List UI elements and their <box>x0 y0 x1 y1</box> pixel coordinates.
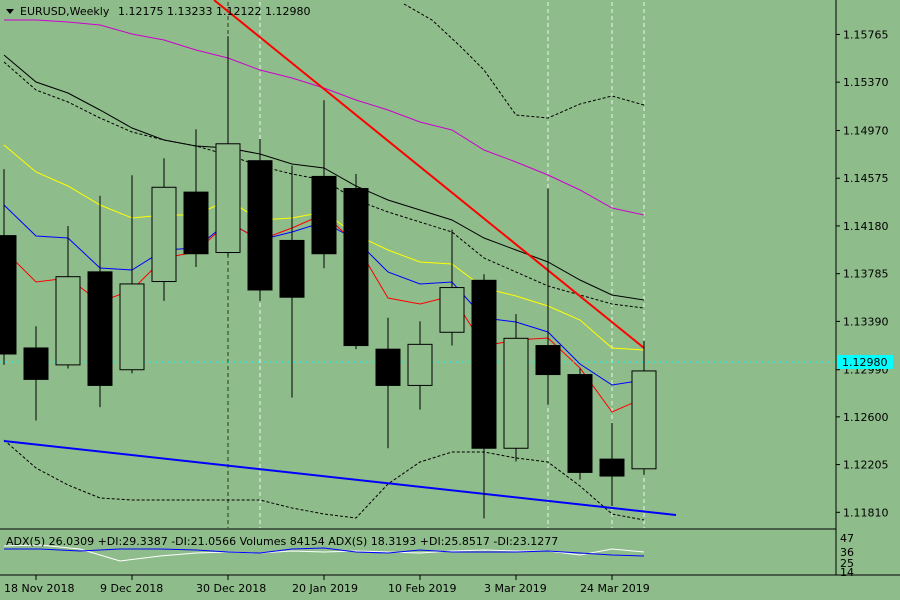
indicator-lines <box>3 544 645 562</box>
candle-bear <box>279 239 305 298</box>
date-tick-label: 3 Mar 2019 <box>484 582 547 595</box>
adx-blue-line <box>4 547 645 557</box>
candle-bull <box>503 337 529 449</box>
price-tick-label: 1.13785 <box>843 268 889 281</box>
candle-bear <box>343 187 369 347</box>
price-tick-label: 1.15765 <box>843 28 889 41</box>
indicator-scale-36: 36 <box>840 546 854 559</box>
indicator-text: ADX(5) 26.0309 +DI:29.3387 -DI:21.0566 V… <box>6 535 558 548</box>
price-tick-label: 1.12205 <box>843 459 889 472</box>
price-tick-label: 1.14970 <box>843 124 889 137</box>
indicator-scale-47: 47 <box>840 532 854 545</box>
candle-bull <box>119 283 145 371</box>
date-tick-label: 30 Dec 2018 <box>196 582 266 595</box>
price-tick-label: 1.15370 <box>843 76 889 89</box>
candle-bear <box>567 374 593 473</box>
price-tick-label: 1.14180 <box>843 220 889 233</box>
red-trendline[interactable] <box>213 0 645 349</box>
indicator-scale-14: 14 <box>840 566 854 579</box>
candle-bear <box>87 271 113 386</box>
price-tick-label: 1.13390 <box>843 315 889 328</box>
date-tick-label: 20 Jan 2019 <box>292 582 358 595</box>
candle-bear <box>0 235 17 355</box>
candle-bull <box>151 186 177 283</box>
candle-bull <box>215 143 241 254</box>
price-axis: 1.15765 1.15370 1.14970 1.14575 1.14180 1.137… <box>836 28 889 519</box>
candle-bear <box>375 348 401 386</box>
candle-bull <box>407 343 433 386</box>
candle-bear <box>247 160 273 291</box>
lower-envelope-line <box>3 439 645 521</box>
symbol-dropdown-icon[interactable] <box>6 9 14 14</box>
candle-bear <box>599 458 625 477</box>
price-tick-label: 1.14575 <box>843 172 889 185</box>
price-tick-label: 1.12600 <box>843 411 889 424</box>
candle-bull <box>55 276 81 366</box>
candle-bear <box>183 191 209 255</box>
current-price-label: 1.12980 <box>842 356 888 369</box>
candles <box>0 36 657 519</box>
candle-bear <box>535 345 561 376</box>
candle-bear <box>23 347 49 380</box>
date-tick-label: 9 Dec 2018 <box>100 582 163 595</box>
candle-bull <box>439 287 465 333</box>
candle-bear <box>471 279 497 449</box>
date-axis: 18 Nov 2018 9 Dec 2018 30 Dec 2018 20 Jan 2… <box>4 575 650 595</box>
date-tick-label: 24 Mar 2019 <box>580 582 650 595</box>
indicator-scale-25: 25 <box>840 557 854 570</box>
ohlc-values: 1.12175 1.13233 1.12122 1.12980 <box>118 5 310 18</box>
candle-bull <box>631 370 657 470</box>
price-tick-label: 1.11810 <box>843 506 889 519</box>
date-tick-label: 18 Nov 2018 <box>4 582 74 595</box>
current-price-marker <box>837 355 893 369</box>
date-tick-label: 10 Feb 2019 <box>388 582 456 595</box>
indicator-scale: 47 36 25 14 <box>840 532 854 579</box>
candle-bear <box>311 175 337 255</box>
symbol-label: EURUSD,Weekly <box>20 5 110 18</box>
blue-trendline[interactable] <box>3 440 677 516</box>
